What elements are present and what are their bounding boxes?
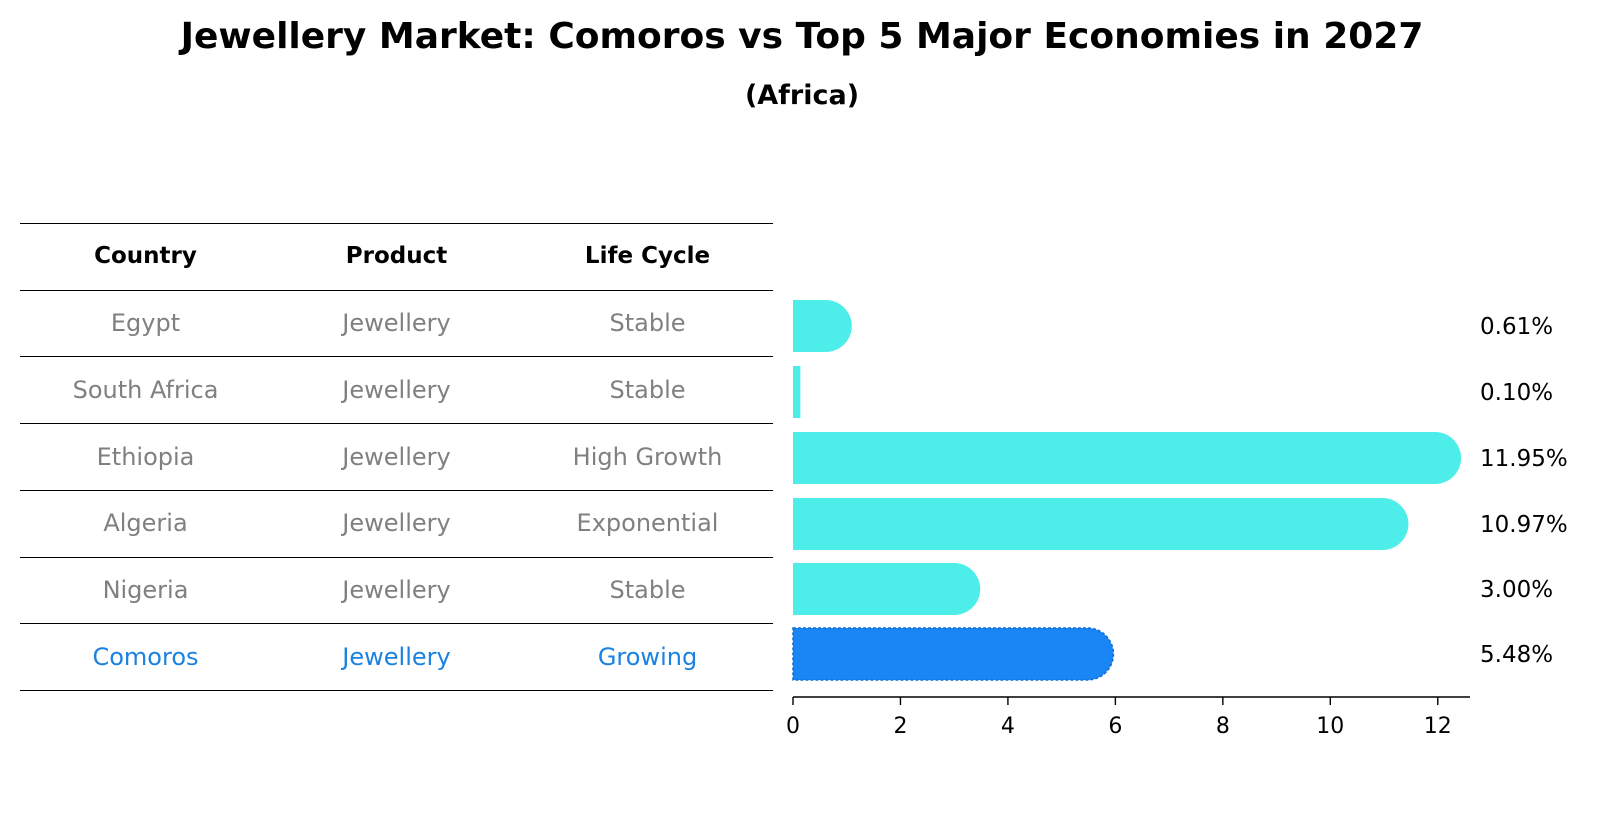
x-tick-label: 8 xyxy=(1216,714,1230,739)
bar xyxy=(793,366,801,418)
cell-country: Comoros xyxy=(92,643,199,671)
x-tick-label: 4 xyxy=(1001,714,1015,739)
cell-product: Jewellery xyxy=(342,375,451,404)
cell-country: Algeria xyxy=(103,509,188,538)
cell-life-cycle: Stable xyxy=(609,375,686,404)
table-rule xyxy=(20,223,773,224)
header-product: Product xyxy=(345,243,448,269)
table-rule xyxy=(20,490,773,491)
chart-subtitle: (Africa) xyxy=(744,80,860,111)
bar-value-label: 0.10% xyxy=(1480,380,1553,406)
bar-value-label: 10.97% xyxy=(1480,512,1568,538)
bar xyxy=(793,563,981,615)
header-country: Country xyxy=(94,243,197,269)
bar xyxy=(793,300,852,352)
table-rule xyxy=(20,690,773,691)
cell-life-cycle: Growing xyxy=(597,643,698,671)
table-rule xyxy=(20,423,773,424)
x-tick-label: 6 xyxy=(1108,714,1122,739)
cell-product: Jewellery xyxy=(342,509,451,538)
cell-life-cycle: Stable xyxy=(609,576,686,605)
x-tick-label: 12 xyxy=(1424,714,1452,739)
x-tick-label: 10 xyxy=(1316,714,1344,739)
table-rule xyxy=(20,290,773,291)
cell-country: Nigeria xyxy=(102,576,189,605)
chart-title: Jewellery Market: Comoros vs Top 5 Major… xyxy=(180,16,1424,57)
bar-value-label: 11.95% xyxy=(1480,446,1568,472)
table-rule xyxy=(20,623,773,624)
bar-value-label: 5.48% xyxy=(1480,642,1553,668)
bar xyxy=(793,432,1462,484)
bar-value-label: 3.00% xyxy=(1480,577,1553,603)
cell-life-cycle: Stable xyxy=(609,309,686,337)
cell-life-cycle: Exponential xyxy=(576,509,719,538)
cell-country: Ethiopia xyxy=(96,442,195,471)
bar-value-label: 0.61% xyxy=(1480,314,1553,340)
cell-product: Jewellery xyxy=(342,442,451,471)
table-rule xyxy=(20,356,773,357)
x-tick-label: 2 xyxy=(893,714,907,739)
cell-country: South Africa xyxy=(72,375,219,404)
cell-product: Jewellery xyxy=(342,643,451,671)
x-tick-label: 0 xyxy=(786,714,800,739)
bar xyxy=(793,498,1409,550)
bar-highlight xyxy=(792,627,1115,681)
table-rule xyxy=(20,557,773,558)
cell-product: Jewellery xyxy=(342,309,451,337)
cell-country: Egypt xyxy=(110,309,181,337)
header-life-cycle: Life Cycle xyxy=(584,243,711,269)
cell-life-cycle: High Growth xyxy=(572,442,723,471)
cell-product: Jewellery xyxy=(342,576,451,605)
